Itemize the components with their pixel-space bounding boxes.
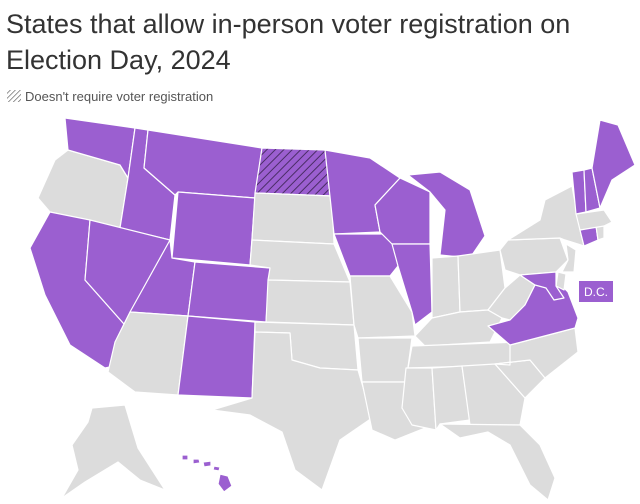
state-north-dakota: [254, 147, 333, 197]
state-rhode-island: [595, 225, 605, 241]
state-maryland: [519, 271, 565, 301]
state-pennsylvania: [499, 237, 569, 276]
state-delaware: [555, 271, 567, 291]
state-south-dakota: [251, 192, 335, 245]
chart-title: States that allow in-person voter regist…: [6, 9, 571, 75]
hatch-swatch-icon: [7, 90, 21, 102]
state-colorado: [187, 261, 271, 323]
dc-marker: [579, 281, 613, 302]
legend: Doesn't require voter registration: [6, 88, 213, 104]
state-massachusetts: [575, 209, 613, 231]
dc-label: D.C.: [584, 285, 608, 299]
state-georgia: [461, 363, 526, 426]
state-new-york: [507, 185, 585, 247]
state-mississippi: [401, 367, 437, 431]
state-new-jersey: [561, 243, 577, 273]
state-illinois: [391, 243, 433, 326]
state-florida: [439, 423, 556, 501]
state-alabama: [431, 365, 471, 431]
state-maine: [591, 119, 636, 209]
state-new-mexico: [177, 315, 256, 399]
state-texas: [211, 331, 373, 491]
state-wyoming: [171, 191, 256, 266]
state-arkansas: [357, 337, 413, 383]
us-map: D.C.: [29, 117, 636, 501]
legend-label: Doesn't require voter registration: [25, 88, 214, 104]
state-indiana: [431, 255, 461, 319]
state-hawaii: [181, 454, 233, 493]
state-alaska: [61, 404, 166, 499]
state-washington: [64, 117, 136, 179]
state-north-carolina: [494, 327, 579, 379]
state-kansas: [265, 279, 355, 326]
